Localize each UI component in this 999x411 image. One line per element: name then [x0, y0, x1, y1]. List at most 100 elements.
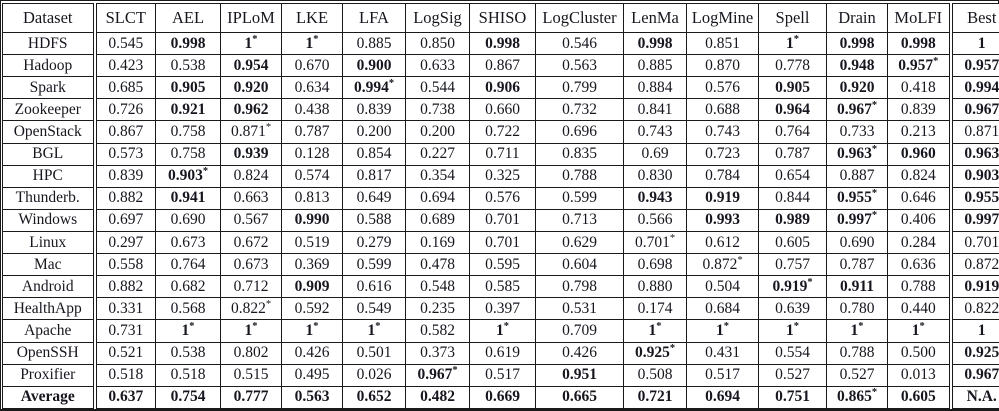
value-cell: 0.418: [887, 76, 951, 100]
value-cell: 0.518: [155, 363, 221, 387]
column-header-lfa: LFA: [342, 3, 406, 33]
value-cell: 0.925*: [623, 341, 687, 365]
value-cell: 0.817: [342, 164, 406, 188]
value-cell: 1*: [281, 319, 343, 343]
row-label: Proxifier: [2, 363, 95, 387]
value-cell: 0.504: [686, 275, 759, 299]
column-header-dataset: Dataset: [2, 3, 95, 33]
value-cell: 0.841: [623, 98, 687, 122]
value-cell: 0.905: [155, 76, 221, 100]
value-cell: 0.802: [220, 341, 282, 365]
value-cell: 0.954: [220, 54, 282, 78]
value-cell: 0.963*: [826, 142, 888, 166]
value-cell: 0.764: [758, 120, 827, 144]
value-cell: 0.235: [405, 297, 470, 321]
column-header-lenma: LenMa: [623, 3, 687, 33]
value-cell: 0.906: [469, 76, 536, 100]
value-cell: 0.690: [826, 230, 888, 255]
value-cell: 1*: [623, 319, 687, 343]
header-row: Dataset SLCT AEL IPLoM LKE LFA LogSig SHISO LogC…: [2, 3, 999, 33]
value-cell: 0.605: [758, 230, 827, 255]
value-cell: 0.69: [623, 142, 687, 166]
value-cell: 0.690: [155, 208, 221, 232]
row-label: Apache: [2, 319, 95, 343]
table-row-openssh: OpenSSH 0.521 0.538 0.802 0.426 0.501 0.373 0.6…: [2, 341, 999, 365]
value-cell: 0.844: [758, 186, 827, 210]
value-cell: 0.787: [758, 142, 827, 166]
value-cell: 0.955: [948, 186, 999, 210]
value-cell: 1*: [887, 319, 951, 343]
value-cell: 0.997: [948, 208, 999, 232]
value-cell: 1*: [826, 319, 888, 343]
value-cell: 0.732: [535, 98, 624, 122]
value-cell: 0.963: [948, 142, 999, 166]
value-cell: 0.517: [469, 363, 536, 387]
best-star-marker: *: [871, 387, 878, 399]
value-cell: 0.835: [535, 142, 624, 166]
table-row-mac: Mac 0.558 0.764 0.673 0.369 0.599 0.478 0.595 0.…: [2, 253, 999, 277]
value-cell: 0.500: [887, 341, 951, 365]
best-star-marker: *: [503, 320, 509, 332]
value-cell: 0.726: [92, 98, 156, 122]
row-label: Hadoop: [2, 54, 95, 78]
value-cell: 0.568: [155, 297, 221, 321]
row-label: Zookeeper: [2, 98, 95, 122]
value-cell: 0.948: [826, 54, 888, 78]
value-cell: 0.508: [623, 363, 687, 387]
value-cell: 1*: [469, 319, 536, 343]
value-cell: 0.758: [155, 142, 221, 166]
value-cell: 1*: [758, 31, 827, 56]
best-star-marker: *: [871, 188, 878, 200]
value-cell: 0.213: [887, 120, 951, 144]
value-cell: 0.887: [826, 164, 888, 188]
best-star-marker: *: [871, 144, 878, 156]
value-cell: 0.787: [826, 253, 888, 277]
best-star-marker: *: [313, 33, 319, 45]
best-star-marker: *: [452, 365, 458, 377]
value-cell: 0.612: [686, 230, 759, 255]
value-cell: 0.515: [220, 363, 282, 387]
best-star-marker: *: [252, 33, 258, 45]
value-cell: 0.780: [826, 297, 888, 321]
table-header: Dataset SLCT AEL IPLoM LKE LFA LogSig SHISO LogC…: [2, 3, 999, 33]
column-header-spell: Spell: [758, 3, 827, 33]
value-cell: 0.279: [342, 230, 406, 255]
value-cell: 0.369: [281, 253, 343, 277]
value-cell: 0.563: [535, 54, 624, 78]
value-cell: 0.867: [469, 54, 536, 78]
table-body: HDFS 0.545 0.998 1* 1* 0.885 0.850 0.998 0.546 0.…: [2, 31, 999, 410]
best-star-marker: *: [375, 320, 381, 332]
value-cell: 0.227: [405, 142, 470, 166]
value-cell: 0.957*: [887, 54, 951, 78]
table-row-healthapp: HealthApp 0.331 0.568 0.822* 0.592 0.549 0.235…: [2, 297, 999, 321]
table-row-android: Android 0.882 0.682 0.712 0.909 0.616 0.548 0.5…: [2, 275, 999, 299]
column-header-iplom: IPLoM: [220, 3, 282, 33]
column-header-ael: AEL: [155, 3, 221, 33]
value-cell: 0.576: [469, 186, 536, 210]
value-cell: 0.701: [948, 230, 999, 255]
best-star-marker: *: [807, 276, 813, 288]
value-cell: 0.871: [948, 120, 999, 144]
row-label: HDFS: [2, 31, 95, 56]
value-cell: 0.599: [342, 253, 406, 277]
value-cell: 0.694: [405, 186, 470, 210]
value-cell: 0.998: [469, 31, 536, 56]
value-cell: 0.684: [686, 297, 759, 321]
value-cell: 0.694: [686, 385, 759, 410]
value-cell: 0.854: [342, 142, 406, 166]
row-label: Windows: [2, 208, 95, 232]
table-row-average: Average 0.637 0.754 0.777 0.563 0.652 0.482 0.6…: [2, 385, 999, 410]
value-cell: 0.544: [405, 76, 470, 100]
value-cell: 0.962: [220, 98, 282, 122]
value-cell: 0.397: [469, 297, 536, 321]
value-cell: 0.941: [155, 186, 221, 210]
value-cell: 0.636: [887, 253, 951, 277]
best-star-marker: *: [858, 320, 864, 332]
value-cell: 0.957: [948, 54, 999, 78]
table-row-linux: Linux 0.297 0.673 0.672 0.519 0.279 0.169 0.701…: [2, 230, 999, 255]
best-star-marker: *: [313, 320, 319, 332]
table-row-hadoop: Hadoop 0.423 0.538 0.954 0.670 0.900 0.633 0.86…: [2, 54, 999, 78]
value-cell: 0.588: [342, 208, 406, 232]
value-cell: 0.731: [92, 319, 156, 343]
value-cell: 0.585: [469, 275, 536, 299]
